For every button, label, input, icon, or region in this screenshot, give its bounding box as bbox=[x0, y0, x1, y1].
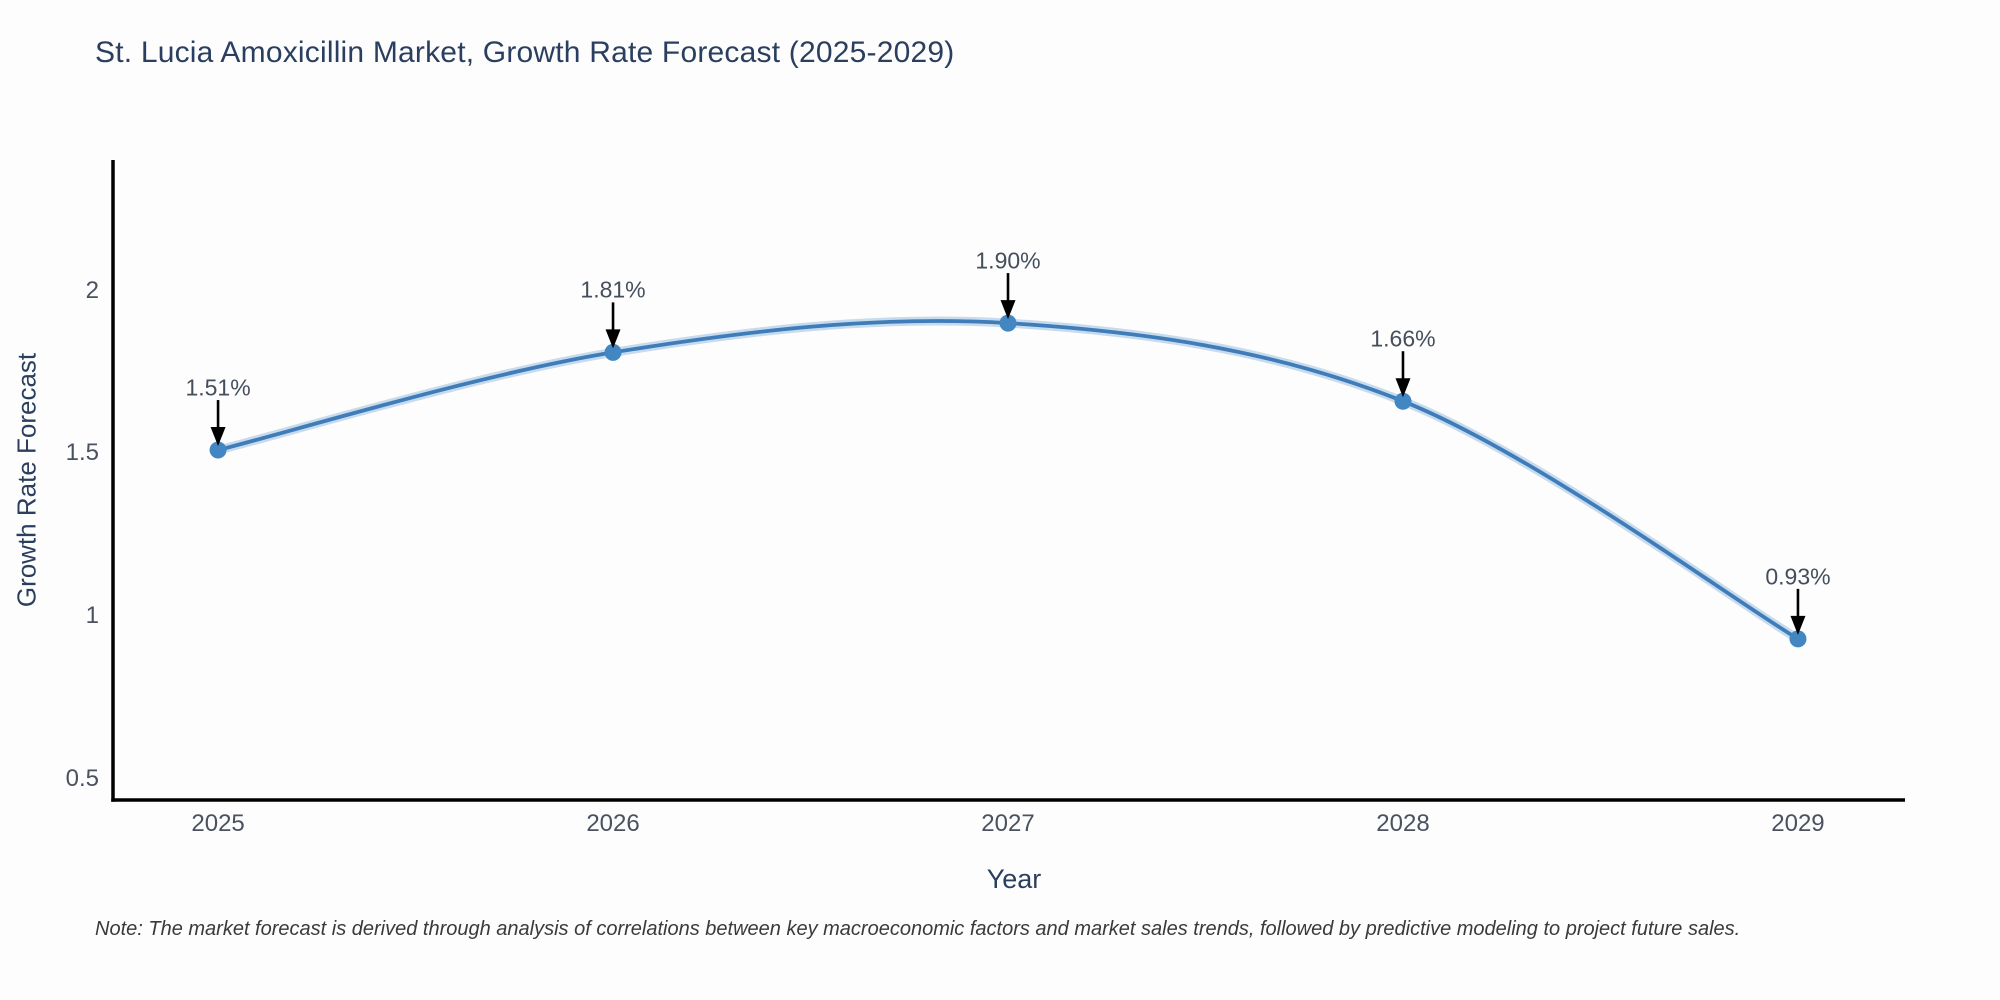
data-point-marker bbox=[604, 343, 622, 361]
x-tick-label: 2028 bbox=[1376, 810, 1430, 837]
point-annotation: 1.66% bbox=[1370, 325, 1436, 352]
point-annotation: 1.90% bbox=[975, 247, 1041, 274]
x-tick-label: 2029 bbox=[1771, 810, 1825, 837]
series-line-halo bbox=[216, 316, 1801, 643]
annotation-arrow-head bbox=[1395, 378, 1411, 398]
annotation-arrow-head bbox=[210, 427, 226, 447]
data-point-marker bbox=[1789, 630, 1807, 648]
y-tick-label: 1 bbox=[85, 602, 99, 630]
annotation-arrow-head bbox=[1790, 615, 1806, 635]
x-axis-title: Year bbox=[986, 864, 1042, 894]
point-annotation: 0.93% bbox=[1765, 563, 1831, 590]
y-tick-label: 2 bbox=[85, 276, 99, 304]
y-axis-title: Growth Rate Forecast bbox=[11, 352, 42, 608]
y-tick-label: 0.5 bbox=[65, 764, 99, 792]
point-annotation: 1.81% bbox=[580, 276, 646, 303]
chart-footnote: Note: The market forecast is derived thr… bbox=[95, 918, 1741, 940]
chart-title: St. Lucia Amoxicillin Market, Growth Rat… bbox=[95, 36, 955, 69]
x-tick-label: 2027 bbox=[981, 810, 1035, 837]
data-point-marker bbox=[1394, 392, 1412, 410]
annotation-arrow-head bbox=[1000, 300, 1016, 320]
point-annotation: 1.51% bbox=[185, 374, 251, 401]
data-point-marker bbox=[999, 314, 1017, 332]
data-point-marker bbox=[209, 441, 227, 459]
annotation-arrow-head bbox=[605, 329, 621, 349]
x-tick-label: 2026 bbox=[586, 810, 640, 837]
y-tick-label: 1.5 bbox=[65, 439, 99, 467]
x-tick-label: 2025 bbox=[191, 810, 245, 837]
